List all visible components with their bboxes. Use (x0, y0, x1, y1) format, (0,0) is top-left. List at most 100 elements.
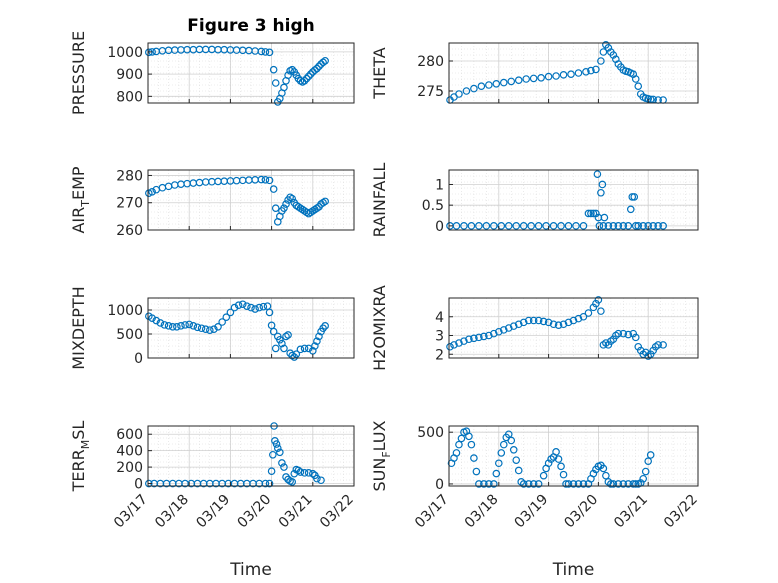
data-point (552, 72, 560, 80)
data-point (319, 58, 327, 67)
data-point (619, 480, 628, 488)
data-point (519, 222, 528, 230)
x-tick-label: 03/22 (317, 492, 357, 532)
data-point (272, 440, 281, 448)
data-point (602, 471, 610, 480)
data-point (509, 445, 518, 454)
y-axis-label-main: SUN (370, 458, 389, 492)
data-point (278, 339, 286, 348)
data-point (490, 222, 498, 230)
data-point (273, 444, 282, 452)
data-point (470, 84, 478, 93)
data-point (539, 317, 548, 326)
panel-sun_flux: 0 500 03/17 03/18 03/19 03/20 03/21 03/22 Time SU… (370, 420, 701, 580)
data-point (480, 332, 488, 341)
x-tick-label: 03/21 (611, 492, 651, 532)
data-point (226, 308, 235, 317)
data-point (269, 450, 277, 459)
data-point (549, 222, 558, 230)
y-tick-label: 1 (435, 177, 444, 193)
data-point (302, 74, 311, 83)
y-tick-label: 280 (116, 168, 143, 184)
data-point (529, 74, 538, 83)
data-point (148, 188, 156, 196)
data-point (276, 448, 284, 457)
data-point (218, 318, 226, 326)
data-point (238, 300, 247, 309)
data-point (593, 170, 602, 178)
data-point (564, 480, 573, 488)
data-point (584, 309, 593, 317)
y-tick-label: 0 (134, 477, 143, 493)
data-point (288, 194, 297, 203)
data-point (499, 326, 508, 334)
y-axis-label-tail: LUX (370, 420, 389, 451)
data-point (587, 209, 595, 218)
data-point (564, 318, 573, 327)
data-point (654, 341, 662, 349)
data-point (579, 312, 588, 321)
data-point (507, 436, 516, 445)
data-point (534, 316, 543, 325)
data-point (247, 303, 255, 312)
data-point (284, 475, 292, 484)
data-point (280, 344, 288, 353)
data-point (308, 346, 317, 355)
data-point (559, 320, 568, 329)
axes-box (448, 425, 699, 487)
data-point (317, 476, 325, 485)
data-point (304, 72, 313, 81)
data-point (321, 322, 329, 330)
data-point (567, 70, 575, 79)
data-point (631, 480, 640, 488)
data-point (288, 65, 297, 74)
data-point (557, 222, 565, 230)
y-axis-label-main: H2OMIXRA (370, 285, 389, 371)
y-tick-label: 1000 (107, 45, 143, 61)
x-tick-label: 03/18 (152, 492, 192, 532)
data-point (315, 332, 323, 341)
data-point (614, 222, 623, 230)
data-point (156, 319, 165, 327)
data-point (630, 193, 639, 201)
data-point (659, 341, 667, 349)
data-point (490, 329, 498, 338)
data-point (490, 480, 498, 488)
y-tick-label: 500 (116, 327, 143, 343)
data-point (592, 65, 600, 74)
data-point (534, 480, 543, 488)
axes-box (147, 42, 355, 104)
data-point (152, 316, 161, 325)
y-axis-label-subscript: T (79, 200, 92, 208)
y-axis-label: TERRMSL (69, 421, 92, 493)
data-point (514, 320, 523, 329)
data-point (624, 480, 633, 488)
data-point (529, 316, 538, 325)
data-point (654, 222, 662, 230)
data-point (452, 222, 461, 230)
data-point (482, 222, 491, 230)
y-axis-label: AIRTEMP (69, 166, 92, 233)
data-point (599, 464, 608, 473)
y-tick-label: 800 (116, 89, 143, 105)
x-axis-label: Time (552, 560, 595, 580)
data-point (485, 480, 493, 488)
grid-lines (449, 298, 698, 358)
data-point (514, 466, 523, 475)
data-point (554, 321, 563, 329)
data-point (559, 470, 568, 479)
data-point (589, 303, 598, 312)
data-point (634, 342, 643, 351)
x-tick-label: 03/20 (235, 492, 275, 532)
data-point (311, 342, 319, 350)
axes-box (147, 297, 355, 359)
data-point (173, 322, 181, 331)
data-point (457, 434, 466, 443)
data-point (304, 469, 313, 477)
data-point (599, 222, 608, 230)
data-point (562, 480, 570, 488)
data-point (572, 222, 580, 230)
y-axis-label-main: RAINFALL (370, 163, 389, 238)
data-point (292, 350, 301, 358)
